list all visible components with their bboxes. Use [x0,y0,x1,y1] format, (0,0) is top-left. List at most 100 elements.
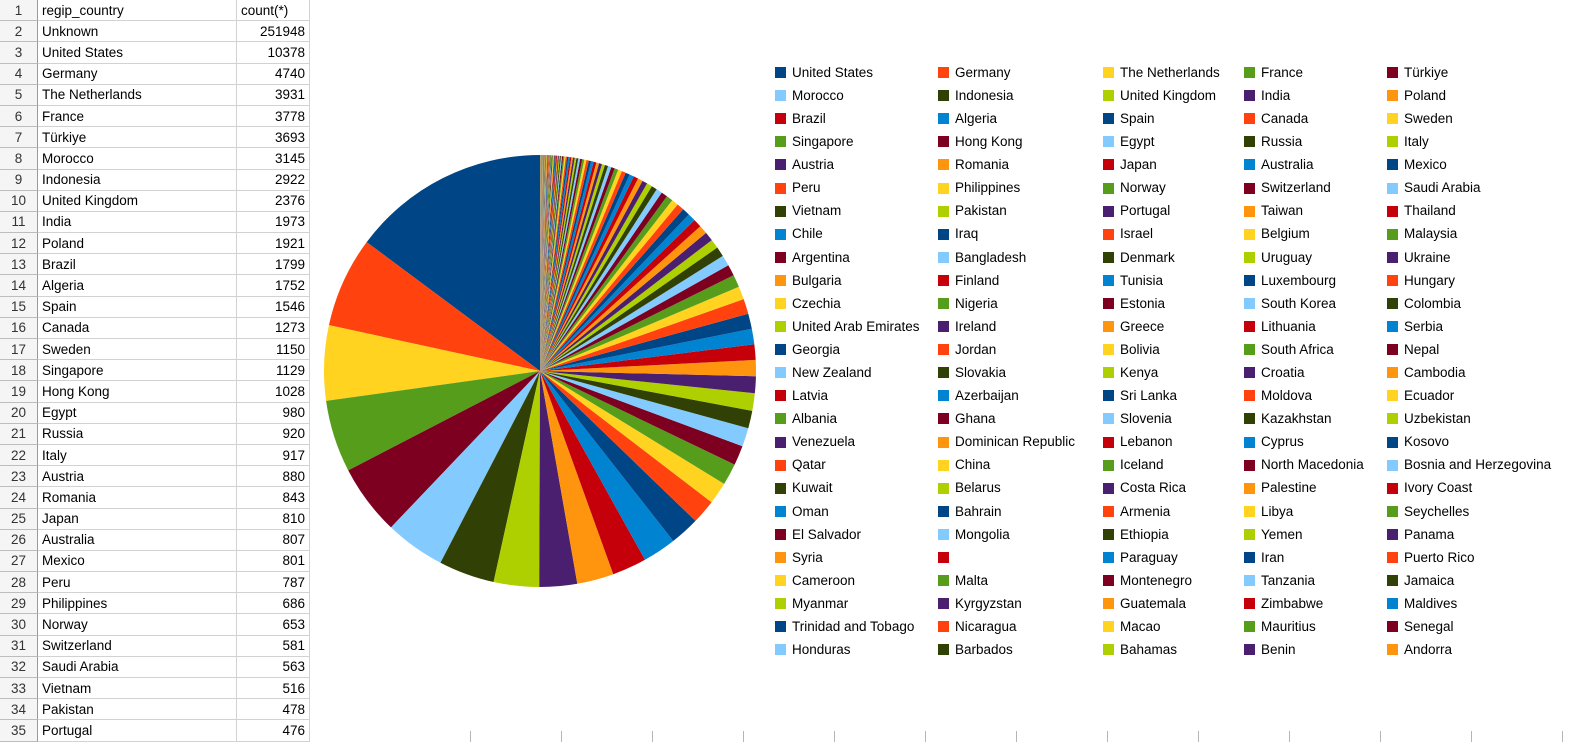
country-cell[interactable]: Norway [38,614,237,636]
country-cell[interactable]: United Kingdom [38,190,237,212]
count-cell[interactable]: 10378 [237,42,310,64]
count-cell[interactable]: 1973 [237,211,310,234]
count-cell[interactable]: 807 [237,529,310,551]
country-cell[interactable]: Singapore [38,360,237,382]
country-cell[interactable]: Russia [38,423,237,445]
country-cell[interactable]: Pakistan [38,699,237,721]
count-cell[interactable]: 787 [237,572,310,594]
country-cell[interactable]: Vietnam [38,678,237,700]
country-cell[interactable]: Indonesia [38,169,237,191]
count-cell[interactable]: 1921 [237,233,310,255]
row-number[interactable]: 30 [0,614,38,636]
row-number[interactable]: 31 [0,635,38,657]
count-cell[interactable]: 801 [237,550,310,573]
row-number[interactable]: 15 [0,296,38,318]
row-number[interactable]: 8 [0,148,38,170]
row-number[interactable]: 3 [0,42,38,64]
country-cell[interactable]: Germany [38,63,237,85]
count-cell[interactable]: 880 [237,466,310,488]
country-cell[interactable]: Saudi Arabia [38,656,237,678]
row-number[interactable]: 28 [0,572,38,594]
row-number[interactable]: 11 [0,211,38,234]
row-number[interactable]: 23 [0,466,38,488]
country-cell[interactable]: Peru [38,572,237,594]
count-cell[interactable]: 1028 [237,381,310,403]
count-cell[interactable]: 581 [237,635,310,657]
count-cell[interactable]: 686 [237,593,310,615]
row-number[interactable]: 2 [0,21,38,43]
row-number[interactable]: 22 [0,444,38,467]
country-cell[interactable]: Romania [38,487,237,509]
count-cell[interactable]: 1273 [237,317,310,339]
count-cell[interactable]: 980 [237,402,310,424]
count-cell[interactable]: 653 [237,614,310,636]
count-cell[interactable]: 476 [237,720,310,742]
country-cell[interactable]: India [38,211,237,234]
row-number[interactable]: 35 [0,720,38,742]
row-number[interactable]: 21 [0,423,38,445]
count-cell[interactable]: 3931 [237,84,310,106]
row-number[interactable]: 27 [0,550,38,573]
country-cell[interactable]: Brazil [38,254,237,276]
count-cell[interactable]: 843 [237,487,310,509]
country-cell[interactable]: Japan [38,508,237,530]
count-cell[interactable]: 1799 [237,254,310,276]
row-number[interactable]: 7 [0,127,38,149]
row-number[interactable]: 1 [0,0,38,22]
country-cell[interactable]: Sweden [38,339,237,361]
row-number[interactable]: 29 [0,593,38,615]
country-cell[interactable]: Austria [38,466,237,488]
row-number[interactable]: 32 [0,656,38,678]
count-cell[interactable]: 516 [237,678,310,700]
count-cell[interactable]: 3778 [237,105,310,128]
row-number[interactable]: 24 [0,487,38,509]
row-number[interactable]: 6 [0,105,38,128]
row-number[interactable]: 33 [0,678,38,700]
row-number[interactable]: 10 [0,190,38,212]
country-cell[interactable]: Italy [38,444,237,467]
count-cell[interactable]: 251948 [237,21,310,43]
row-number[interactable]: 26 [0,529,38,551]
country-cell[interactable]: Mexico [38,550,237,573]
country-cell[interactable]: Poland [38,233,237,255]
row-number[interactable]: 34 [0,699,38,721]
row-number[interactable]: 4 [0,63,38,85]
count-cell[interactable]: 563 [237,656,310,678]
country-cell[interactable]: The Netherlands [38,84,237,106]
row-number[interactable]: 14 [0,275,38,297]
row-number[interactable]: 18 [0,360,38,382]
row-number[interactable]: 25 [0,508,38,530]
row-number[interactable]: 20 [0,402,38,424]
country-cell[interactable]: Türkiye [38,127,237,149]
count-cell[interactable]: 3145 [237,148,310,170]
country-cell[interactable]: Philippines [38,593,237,615]
country-cell[interactable]: Morocco [38,148,237,170]
row-number[interactable]: 16 [0,317,38,339]
row-number[interactable]: 12 [0,233,38,255]
count-cell[interactable]: 1129 [237,360,310,382]
country-cell[interactable]: Hong Kong [38,381,237,403]
count-cell[interactable]: 2376 [237,190,310,212]
country-cell[interactable]: Unknown [38,21,237,43]
country-cell[interactable]: France [38,105,237,128]
country-cell[interactable]: Switzerland [38,635,237,657]
country-cell[interactable]: Australia [38,529,237,551]
row-number[interactable]: 13 [0,254,38,276]
country-cell[interactable]: United States [38,42,237,64]
count-cell[interactable]: 1150 [237,339,310,361]
row-number[interactable]: 17 [0,339,38,361]
count-cell[interactable]: 1752 [237,275,310,297]
country-cell[interactable]: Egypt [38,402,237,424]
country-cell[interactable]: Algeria [38,275,237,297]
row-number[interactable]: 19 [0,381,38,403]
count-cell[interactable]: 917 [237,444,310,467]
count-cell[interactable]: 4740 [237,63,310,85]
count-cell[interactable]: 3693 [237,127,310,149]
chart-object[interactable]: United States Germany The Netherlands Franc… [310,0,1592,731]
count-cell[interactable]: 478 [237,699,310,721]
country-cell[interactable]: Spain [38,296,237,318]
count-cell[interactable]: 810 [237,508,310,530]
country-cell[interactable]: Portugal [38,720,237,742]
row-number[interactable]: 9 [0,169,38,191]
row-number[interactable]: 5 [0,84,38,106]
